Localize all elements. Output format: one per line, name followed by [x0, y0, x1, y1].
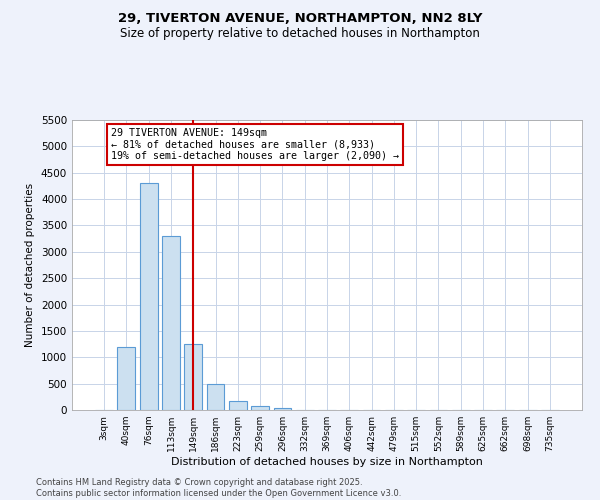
- Text: Contains HM Land Registry data © Crown copyright and database right 2025.
Contai: Contains HM Land Registry data © Crown c…: [36, 478, 401, 498]
- Bar: [118, 346, 136, 410]
- Text: 29, TIVERTON AVENUE, NORTHAMPTON, NN2 8LY: 29, TIVERTON AVENUE, NORTHAMPTON, NN2 8L…: [118, 12, 482, 26]
- Y-axis label: Number of detached properties: Number of detached properties: [25, 183, 35, 347]
- Text: 29 TIVERTON AVENUE: 149sqm
← 81% of detached houses are smaller (8,933)
19% of s: 29 TIVERTON AVENUE: 149sqm ← 81% of deta…: [111, 128, 399, 161]
- Bar: [184, 344, 202, 410]
- Bar: [206, 384, 224, 410]
- Bar: [251, 406, 269, 410]
- Bar: [274, 408, 292, 410]
- Bar: [229, 401, 247, 410]
- Text: Size of property relative to detached houses in Northampton: Size of property relative to detached ho…: [120, 28, 480, 40]
- X-axis label: Distribution of detached houses by size in Northampton: Distribution of detached houses by size …: [171, 457, 483, 467]
- Bar: [140, 184, 158, 410]
- Bar: [162, 236, 180, 410]
